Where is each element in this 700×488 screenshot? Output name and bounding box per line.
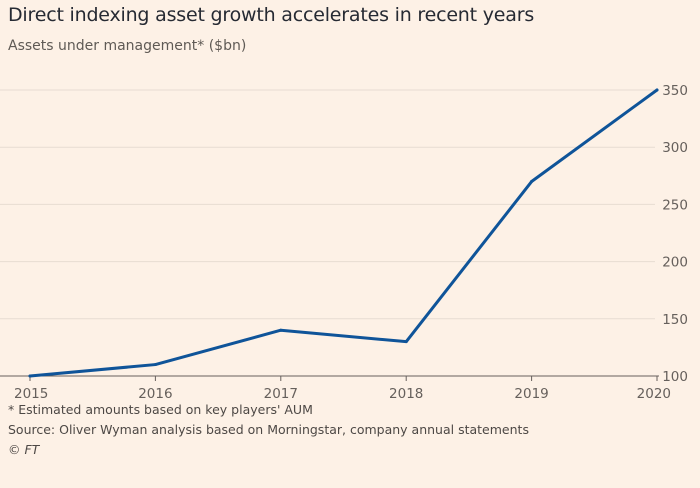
- source-note: Source: Oliver Wyman analysis based on M…: [8, 422, 529, 437]
- footnote: * Estimated amounts based on key players…: [8, 402, 313, 417]
- data-point: [530, 180, 534, 184]
- series-line: [28, 88, 659, 378]
- x-tick-label: 2020: [637, 386, 671, 400]
- data-point: [655, 88, 659, 92]
- gridlines: [0, 89, 655, 320]
- y-tick-label: 350: [662, 83, 688, 99]
- y-tick-label: 250: [662, 197, 688, 213]
- x-tick-label: 2016: [138, 386, 172, 400]
- data-point: [404, 340, 408, 344]
- y-tick-label: 100: [662, 369, 688, 385]
- line-chart: 100 150 200 250 300 350 2015 2016 2017 2018 2019 20…: [0, 83, 688, 400]
- y-tick-label: 200: [662, 255, 688, 271]
- series-layer: [28, 88, 659, 378]
- y-tick-label: 150: [662, 312, 688, 328]
- data-point: [153, 363, 157, 367]
- credit: © FT: [8, 442, 40, 457]
- axes: [0, 375, 659, 381]
- x-tick-label: 2018: [389, 386, 423, 400]
- x-tick-label: 2015: [14, 386, 48, 400]
- chart-title: Direct indexing asset growth accelerates…: [8, 4, 535, 26]
- data-point: [279, 328, 283, 332]
- tick-labels: 100 150 200 250 300 350 2015 2016 2017 2018 2019 20…: [14, 83, 688, 400]
- x-tick-label: 2017: [264, 386, 298, 400]
- data-point: [28, 374, 32, 378]
- y-tick-label: 300: [662, 140, 688, 156]
- x-tick-label: 2019: [514, 386, 548, 400]
- chart-subtitle: Assets under management* ($bn): [8, 38, 247, 54]
